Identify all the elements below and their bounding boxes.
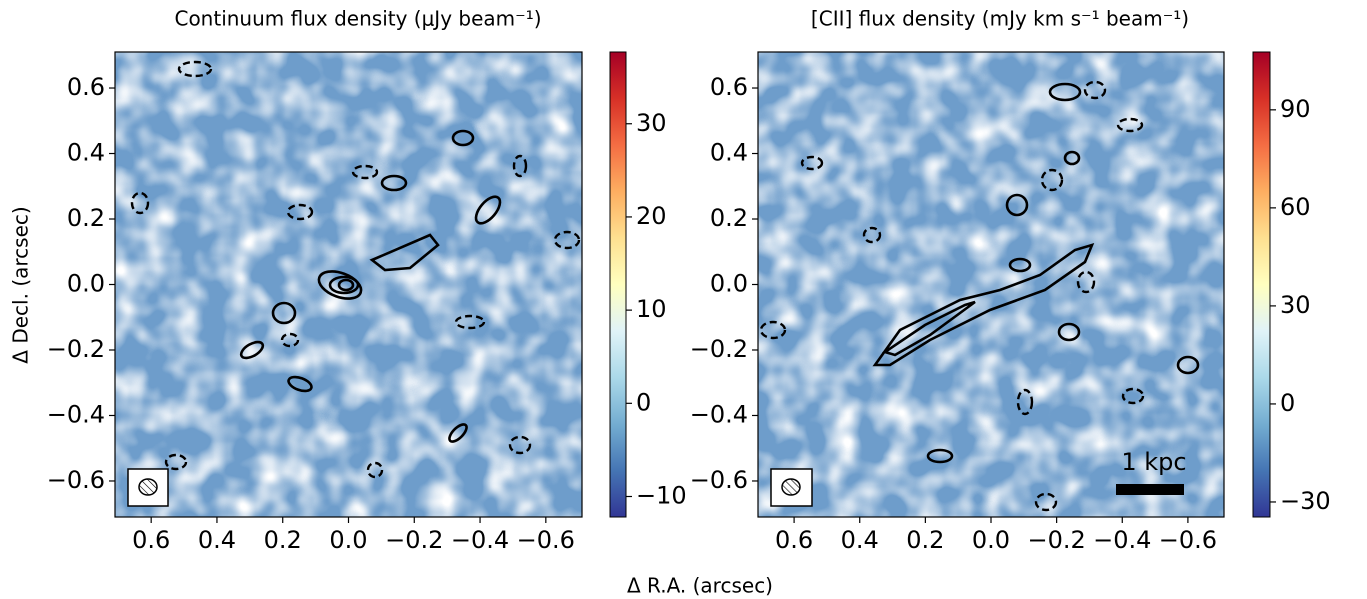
colorbar-tick-label: 30 [636, 109, 667, 137]
x-tick-label: −0.6 [517, 526, 575, 554]
x-tick-label: 0.0 [972, 526, 1010, 554]
x-tick-label: −0.2 [385, 526, 443, 554]
colorbar-tick-label: 10 [636, 295, 667, 323]
x-tick-label: −0.4 [1093, 526, 1151, 554]
y-tick-label: 0.2 [67, 204, 105, 232]
y-tick-label: 0.6 [710, 73, 748, 101]
map-texture [115, 52, 582, 517]
y-tick-label: 0.4 [710, 139, 748, 167]
y-tick-label: −0.4 [690, 400, 748, 428]
colorbar-tick-label: 60 [1280, 193, 1311, 221]
map-texture [758, 52, 1224, 517]
colorbar-tick-label: 90 [1280, 95, 1311, 123]
colorbar-tick-label: 30 [1280, 291, 1311, 319]
y-tick-label: −0.6 [690, 466, 748, 494]
x-tick-label: 0.2 [264, 526, 302, 554]
x-tick-label: −0.4 [451, 526, 509, 554]
x-tick-label: 0.0 [329, 526, 367, 554]
colorbar [1252, 51, 1271, 518]
y-tick-label: −0.2 [690, 335, 748, 363]
x-tick-label: 0.4 [198, 526, 236, 554]
scale-bar-label: 1 kpc [1121, 448, 1186, 476]
y-tick-label: 0.4 [67, 139, 105, 167]
y-tick-label: −0.6 [47, 466, 105, 494]
x-tick-label: 0.2 [906, 526, 944, 554]
colorbar [609, 51, 627, 518]
colorbar-tick-label: 0 [1280, 389, 1295, 417]
contours [759, 80, 1200, 512]
x-axis-label: Δ R.A. (arcsec) [627, 574, 773, 598]
colorbar-tick-label: −10 [636, 481, 687, 509]
beam [781, 478, 801, 496]
y-tick-label: 0.2 [710, 204, 748, 232]
y-tick-label: 0.6 [67, 73, 105, 101]
colorbar-tick-label: −30 [1280, 487, 1331, 515]
x-tick-label: 0.4 [841, 526, 879, 554]
panel: 1 kpc 0.6 0.4 0.2 0.0 −0.2 −0.4 −0.6 0.6 0.4 0.2 0… [690, 51, 1331, 554]
y-tick-label: 0.0 [710, 270, 748, 298]
y-tick-label: −0.2 [47, 335, 105, 363]
chart-title: Continuum flux density (μJy beam⁻¹) [174, 7, 541, 31]
colorbar-tick-label: 0 [636, 388, 651, 416]
panel: 0.6 0.4 0.2 0.0 −0.2 −0.4 −0.6 0.6 0.4 0.2 0.0 −0.2… [47, 51, 687, 554]
x-tick-label: −0.6 [1159, 526, 1217, 554]
y-tick-label: −0.4 [47, 400, 105, 428]
y-axis-label: Δ Decl. (arcsec) [9, 206, 33, 363]
contours [130, 60, 581, 479]
x-tick-label: 0.6 [132, 526, 170, 554]
x-tick-label: −0.2 [1027, 526, 1085, 554]
y-tick-label: 0.0 [67, 270, 105, 298]
colorbar-tick-label: 20 [636, 202, 667, 230]
x-tick-label: 0.6 [775, 526, 813, 554]
scale-bar [1116, 484, 1184, 495]
beam [138, 478, 158, 496]
chart-title: [CII] flux density (mJy km s⁻¹ beam⁻¹) [811, 7, 1189, 31]
